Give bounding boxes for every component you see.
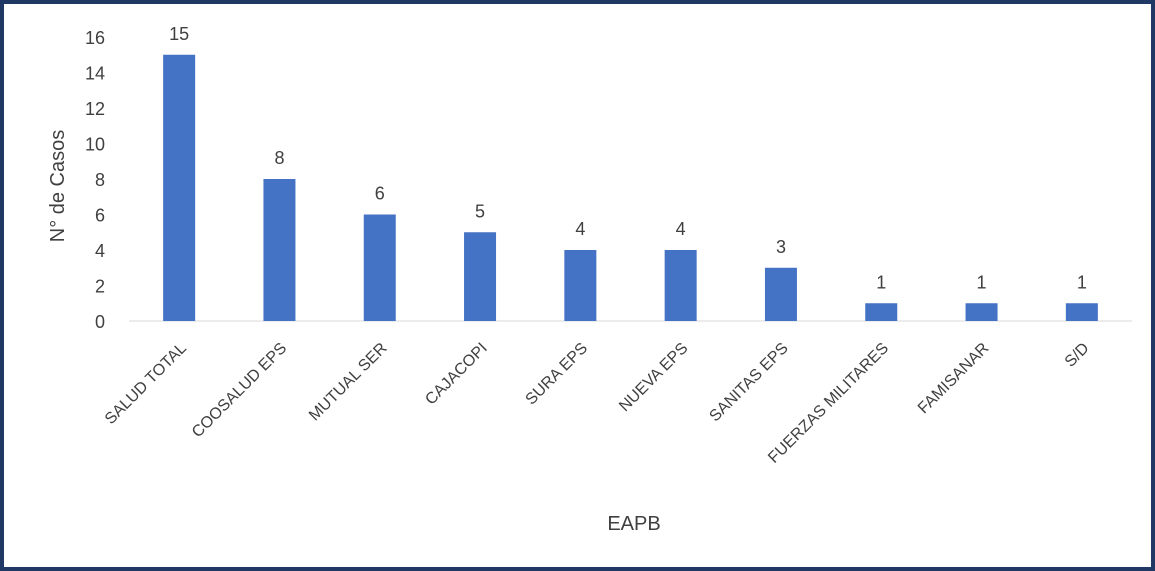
data-label: 1 <box>977 272 987 292</box>
data-labels: 15 8 6 5 4 4 3 1 1 1 <box>169 24 1087 293</box>
data-label: 1 <box>1077 272 1087 292</box>
data-label: 4 <box>676 219 686 239</box>
x-tick-label: MUTUAL SER <box>306 340 391 425</box>
bar <box>965 303 998 321</box>
x-tick-label: FAMISANAR <box>915 340 992 417</box>
data-label: 3 <box>776 237 786 257</box>
x-tick-label: S/D <box>1062 340 1093 371</box>
bar <box>564 250 597 321</box>
data-label: 4 <box>575 219 585 239</box>
bar <box>464 232 497 321</box>
y-tick-label: 4 <box>95 241 105 261</box>
bar <box>664 250 697 321</box>
bar <box>163 54 196 321</box>
y-tick-label: 12 <box>85 99 105 119</box>
x-tick-label: SURA EPS <box>523 340 592 409</box>
data-label: 8 <box>274 148 284 168</box>
bar-chart: 0 2 4 6 8 10 12 14 16 15 8 6 5 4 4 3 1 1 1 SALUD TOTALCOO… <box>47 24 1132 535</box>
bar <box>1065 303 1098 321</box>
y-tick-label: 16 <box>85 28 105 48</box>
x-tick-label: SANITAS EPS <box>706 340 791 425</box>
y-tick-label: 8 <box>95 170 105 190</box>
x-tick-label: COOSALUD EPS <box>189 340 290 441</box>
bars <box>163 54 1098 321</box>
bar <box>865 303 898 321</box>
x-tick-label: CAJACOPI <box>422 340 491 409</box>
bar <box>263 179 296 321</box>
y-tick-label: 2 <box>95 277 105 297</box>
y-axis-label: N° de Casos <box>47 130 69 243</box>
bar <box>764 267 797 321</box>
data-label: 15 <box>169 24 189 44</box>
x-tick-label: SALUD TOTAL <box>102 340 190 428</box>
y-tick-label: 10 <box>85 135 105 155</box>
y-tick-label: 14 <box>85 64 105 84</box>
data-label: 5 <box>475 201 485 221</box>
y-axis-ticks: 0 2 4 6 8 10 12 14 16 <box>85 28 105 332</box>
x-axis-label: EAPB <box>607 513 660 535</box>
data-label: 6 <box>375 184 385 204</box>
data-label: 1 <box>876 272 886 292</box>
x-tick-label: NUEVA EPS <box>616 340 691 415</box>
y-tick-label: 6 <box>95 206 105 226</box>
y-tick-label: 0 <box>95 312 105 332</box>
bar <box>363 214 396 321</box>
